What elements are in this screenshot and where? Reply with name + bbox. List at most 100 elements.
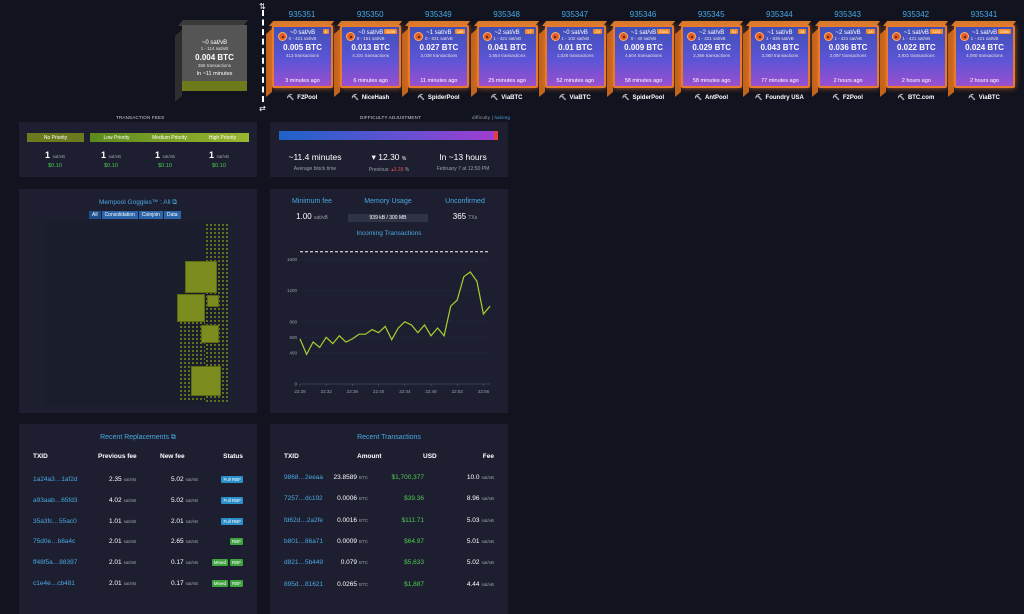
block-height[interactable]: 935348 [493, 10, 520, 19]
block-pool[interactable]: ⛏ F2Pool [268, 94, 336, 102]
swap-horizontal-icon[interactable]: ⇄ [259, 104, 266, 113]
block-cube[interactable]: 18 ~1 sat/vB 1 - 839 sat/vB 0.043 BTC 3,360 … [743, 21, 812, 98]
min-fee-value: 1.00 [296, 212, 312, 221]
block-height[interactable]: 935343 [834, 10, 861, 19]
block-pool[interactable]: ⛏ F2Pool [814, 94, 882, 102]
txid-link[interactable]: 75d0e…b8a4c [33, 538, 76, 546]
goggles-title-text[interactable]: Mempool Goggles™ : All [98, 199, 171, 206]
block-cube[interactable]: 1181 ~1 sat/vB 1 - 421 sat/vB 0.022 BTC 3,93… [879, 21, 948, 98]
txid-link[interactable]: b801…86a71 [284, 537, 324, 545]
block-pool-name[interactable]: ViaBTC [978, 94, 1000, 101]
block-cube[interactable]: 2556 ~1 sat/vB 1 - 421 sat/vB 0.024 BTC 4,09… [948, 21, 1017, 98]
swap-arrows-icon[interactable]: ⇅ [259, 2, 266, 11]
block-0[interactable]: 935351 6 ~0 sat/vB 0 - 421 sat/vB 0.005 BTC 4… [266, 10, 336, 102]
status-badge: RBF [230, 538, 243, 546]
incoming-tx-chart[interactable]: 0 400 600 800 1200 1600 22:28 22:32 22:36 22:40 22… [270, 189, 508, 413]
difficulty-toggle[interactable]: difficulty | halving [472, 115, 511, 120]
block-cube[interactable]: 17 ~2 sat/vB 1 - 421 sat/vB 0.041 BTC 2,654 … [470, 21, 539, 98]
block-pool-name[interactable]: SpiderPool [632, 94, 665, 101]
block-6[interactable]: 935345 51 ~2 sat/vB 1 - 421 sat/vB 0.029 BTC… [675, 10, 745, 102]
block-pool-name[interactable]: Foundry USA [765, 94, 804, 101]
block-height[interactable]: 935349 [425, 10, 452, 19]
goggles-treemap[interactable] [45, 221, 229, 405]
toggle-difficulty[interactable]: difficulty [472, 115, 491, 120]
txid-link[interactable]: d821…5b449 [284, 559, 324, 567]
tab-coinjoin[interactable]: Coinjoin [138, 211, 163, 219]
block-pool[interactable]: ⛏ NiceHash [336, 94, 404, 102]
block-cube[interactable]: 6 ~0 sat/vB 0 - 421 sat/vB 0.005 BTC 413 tra… [266, 21, 335, 98]
y-tick-label: 1600 [287, 257, 298, 262]
tab-all[interactable]: All [89, 211, 101, 219]
block-pool[interactable]: ⛏ ViaBTC [541, 94, 609, 102]
block-pool[interactable]: ⛏ BTC.com [882, 94, 950, 102]
goggles-tx-block[interactable] [201, 325, 219, 343]
block-pool-name[interactable]: F2Pool [842, 94, 863, 101]
goggles-tx-block[interactable] [207, 295, 219, 307]
block-pool[interactable]: ⛏ SpiderPool [404, 94, 472, 102]
goggles-tx-block[interactable] [185, 261, 217, 293]
txid-link[interactable]: 1a24a3…1af2d [33, 476, 78, 483]
block-pool-name[interactable]: NiceHash [361, 94, 390, 101]
block-height[interactable]: 935346 [629, 10, 657, 19]
block-cube[interactable]: 18 ~2 sat/vB 1 - 421 sat/vB 0.036 BTC 2,097 … [811, 21, 880, 98]
block-pool[interactable]: ⛏ SpiderPool [609, 94, 677, 102]
block-8[interactable]: 935343 18 ~2 sat/vB 1 - 421 sat/vB 0.036 BTC… [811, 10, 882, 102]
block-height[interactable]: 935350 [356, 10, 384, 19]
block-cube[interactable]: 186 ~1 sat/vB 0 - 831 sat/vB 0.027 BTC 3,038… [402, 21, 471, 98]
block-2[interactable]: 935349 186 ~1 sat/vB 0 - 831 sat/vB 0.027 BT… [402, 10, 472, 102]
tab-data[interactable]: Data [163, 211, 181, 219]
block-pool[interactable]: ⛏ ViaBTC [473, 94, 541, 102]
block-pool-name[interactable]: ViaBTC [501, 94, 523, 101]
block-7[interactable]: 935344 18 ~1 sat/vB 1 - 839 sat/vB 0.043 BTC… [743, 10, 813, 102]
new-fee-value: 2.01 [171, 517, 184, 525]
goggles-tx-block[interactable] [191, 366, 221, 396]
block-height[interactable]: 935347 [561, 10, 589, 19]
txid-link[interactable]: ff48f5a…88397 [33, 559, 78, 567]
block-pool-name[interactable]: F2Pool [297, 94, 318, 101]
block-pool-name[interactable]: AntPool [705, 94, 728, 101]
replacements-title[interactable]: Recent Replacements ⧉ [19, 434, 257, 442]
tab-consolidation[interactable]: Consolidation [101, 211, 138, 219]
txid-link[interactable]: 7257…dc192 [284, 495, 323, 503]
external-link-icon[interactable]: ⧉ [172, 199, 177, 206]
block-height[interactable]: 935342 [902, 10, 930, 19]
x-tick-label: 22:28 [294, 389, 306, 394]
replacements-title-text[interactable]: Recent Replacements [100, 434, 169, 441]
block-pool-name[interactable]: ViaBTC [569, 94, 591, 101]
block-height[interactable]: 935351 [288, 10, 316, 19]
status-badge: Full RBF [221, 517, 243, 525]
txid-link[interactable]: 35a3fc…55ac0 [33, 517, 77, 525]
fee-usd: $0.10 [48, 163, 62, 169]
goggles-tx-block[interactable] [177, 294, 205, 322]
txid-link[interactable]: 9868…2eeaa [284, 474, 324, 481]
pending-block[interactable]: ~0 sat/vB 1 - 114 sat/vB 0.004 BTC 365 t… [175, 20, 249, 102]
block-4[interactable]: 935347 20 ~0 sat/vB 1 - 102 sat/vB 0.01 BTC 1… [538, 10, 609, 102]
block-cube[interactable]: 3344 ~1 sat/vB 0 - 40 sat/vB 0.009 BTC 4,604… [607, 21, 676, 98]
block-10[interactable]: 935341 2556 ~1 sat/vB 1 - 421 sat/vB 0.024 B… [948, 10, 1018, 102]
txid-link[interactable]: a93aab…65fd3 [33, 496, 78, 504]
block-pool[interactable]: ⛏ Foundry USA [745, 94, 813, 102]
block-cube[interactable]: 51 ~2 sat/vB 1 - 421 sat/vB 0.029 BTC 2,366 … [675, 21, 744, 98]
block-pool-name[interactable]: BTC.com [907, 94, 935, 101]
block-pool[interactable]: ⛏ ViaBTC [950, 94, 1018, 102]
block-face: 3344 ~1 sat/vB 0 - 40 sat/vB 0.009 BTC 4,604… [613, 25, 674, 88]
txid-link[interactable]: fd62d…2a2fe [284, 516, 324, 524]
block-cube[interactable]: 20 ~0 sat/vB 1 - 102 sat/vB 0.01 BTC 1,028 t… [538, 21, 607, 98]
previous-fee-value: 1.01 [109, 517, 122, 525]
goggles-title[interactable]: Mempool Goggles™ : All ⧉ [19, 199, 257, 207]
txid-link[interactable]: 895d…81621 [284, 580, 324, 588]
block-9[interactable]: 935342 1181 ~1 sat/vB 1 - 421 sat/vB 0.022 B… [879, 10, 950, 102]
txid-link[interactable]: c1e4e…cb481 [33, 580, 75, 587]
block-height[interactable]: 935345 [697, 10, 725, 19]
block-5[interactable]: 935346 3344 ~1 sat/vB 0 - 40 sat/vB 0.009 BT… [607, 10, 677, 102]
external-link-icon[interactable]: ⧉ [170, 434, 176, 441]
block-side [879, 29, 886, 98]
block-pool[interactable]: ⛏ AntPool [677, 94, 745, 102]
block-height[interactable]: 935344 [766, 10, 793, 19]
block-1[interactable]: 935350 3039 ~0 sat/vB 0 - 151 sat/vB 0.013 B… [334, 10, 404, 102]
block-3[interactable]: 935348 17 ~2 sat/vB 1 - 421 sat/vB 0.041 BTC… [470, 10, 541, 102]
block-height[interactable]: 935341 [970, 10, 998, 19]
toggle-halving[interactable]: halving [494, 115, 511, 120]
block-cube[interactable]: 3039 ~0 sat/vB 0 - 151 sat/vB 0.013 BTC 4,10… [334, 21, 403, 98]
block-pool-name[interactable]: SpiderPool [427, 94, 460, 101]
